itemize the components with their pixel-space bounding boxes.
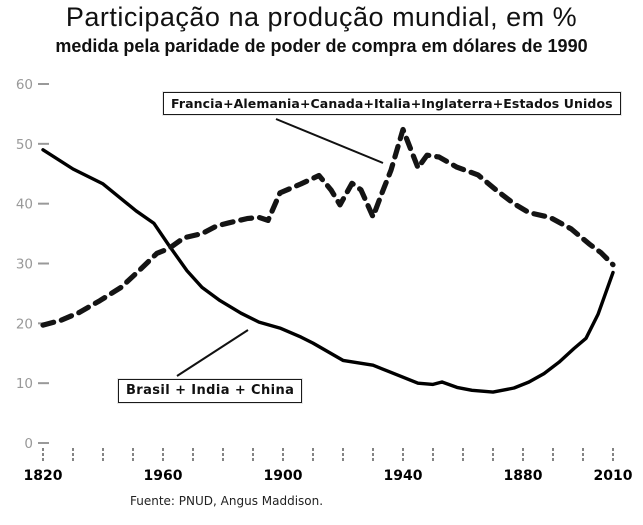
series-lines	[40, 126, 616, 394]
leader-line-six-countries	[275, 118, 384, 164]
y-tick-label: 0	[24, 436, 33, 452]
solid-series-line	[41, 148, 615, 394]
legend-label-six-countries: Francia+Alemania+Canada+Italia+Inglaterr…	[171, 96, 613, 111]
y-tick-label: 20	[16, 316, 33, 332]
y-tick-label: 40	[16, 197, 33, 213]
y-tick-label: 10	[16, 376, 33, 392]
legend-box-six-countries: Francia+Alemania+Canada+Italia+Inglaterr…	[163, 92, 621, 115]
x-tick-label: 1820	[24, 468, 63, 484]
legend-label-brasil-india-china: Brasil + India + China	[126, 383, 295, 398]
x-tick-label: 1960	[144, 468, 183, 484]
chart-subtitle: medida pela paridade de poder de compra …	[55, 36, 588, 56]
leader-line-brasil-india-china	[176, 329, 249, 377]
x-tick-label: 2010	[594, 468, 633, 484]
legend-box-brasil-india-china: Brasil + India + China	[118, 379, 303, 403]
y-tick-label: 60	[16, 77, 33, 93]
x-tick-label: 1940	[384, 468, 423, 484]
chart-title: Participação na produção mundial, em %	[65, 2, 578, 32]
x-tick-label: 1900	[264, 468, 303, 484]
y-axis: 0 10 20 30 40 50 60	[16, 77, 49, 452]
x-tick-label: 1880	[504, 468, 543, 484]
y-tick-label: 30	[16, 257, 33, 273]
y-tick-label: 50	[16, 137, 33, 153]
dashed-series-line	[40, 126, 616, 328]
source-note: Fuente: PNUD, Angus Maddison.	[130, 494, 324, 508]
x-axis: 1820 1960 1900 1940 1880 2010	[24, 448, 633, 484]
annotation-leader-lines	[176, 118, 384, 377]
